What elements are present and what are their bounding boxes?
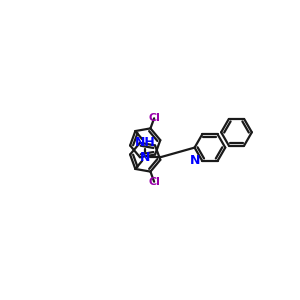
Text: Cl: Cl — [148, 177, 160, 187]
Text: N: N — [190, 154, 200, 167]
Text: NH: NH — [135, 136, 156, 149]
Text: N: N — [140, 151, 150, 164]
Text: Cl: Cl — [148, 113, 160, 123]
